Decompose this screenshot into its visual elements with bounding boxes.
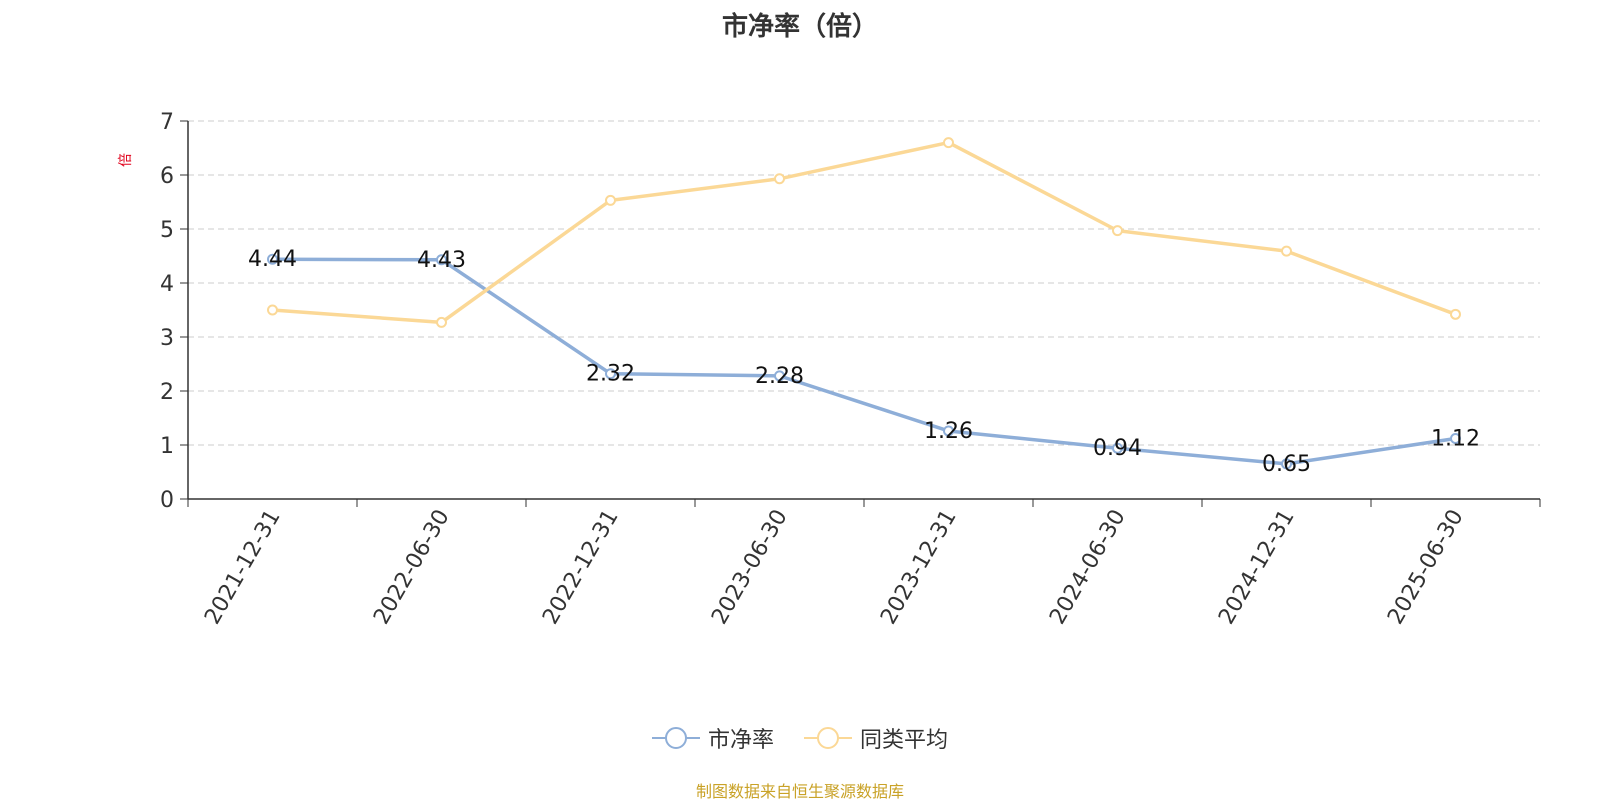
y-tick-label: 4 — [160, 272, 174, 297]
data-point-series-1 — [436, 316, 447, 328]
data-point-series-0 — [1281, 458, 1292, 470]
x-tick-label: 2025-06-30 — [1383, 506, 1469, 629]
data-point-series-0 — [774, 370, 785, 382]
data-label-series-0: 2.32 — [586, 362, 635, 387]
data-label-series-0: 4.43 — [417, 248, 466, 273]
data-point-series-0 — [1112, 442, 1123, 454]
x-tick-label: 2023-12-31 — [876, 506, 962, 629]
data-point-series-1 — [1112, 225, 1123, 237]
x-tick-label: 2022-12-31 — [538, 506, 624, 629]
data-point-series-1 — [267, 304, 278, 316]
data-label-series-0: 1.12 — [1431, 427, 1480, 452]
data-point-series-0 — [1450, 433, 1461, 445]
legend-label-series-0: 市净率 — [707, 728, 774, 753]
data-point-series-0 — [943, 425, 954, 437]
y-tick-label: 6 — [160, 164, 174, 189]
data-point-series-0 — [436, 254, 447, 266]
legend: 市净率 同类平均 — [0, 722, 1600, 754]
data-point-series-1 — [605, 194, 616, 206]
data-point-series-1 — [1281, 245, 1292, 257]
data-point-series-1 — [943, 137, 954, 149]
legend-item-series-1[interactable]: 同类平均 — [804, 722, 948, 754]
x-tick-label: 2024-06-30 — [1045, 506, 1131, 629]
data-label-series-0: 4.44 — [248, 247, 297, 272]
data-point-series-1 — [1450, 308, 1461, 320]
legend-swatch-series-1 — [804, 727, 852, 749]
data-label-series-0: 0.94 — [1093, 436, 1142, 461]
legend-swatch-series-0 — [651, 727, 700, 749]
y-tick-label: 1 — [160, 434, 174, 459]
data-label-series-0: 1.26 — [924, 419, 973, 444]
data-point-series-0 — [605, 368, 616, 380]
x-tick-label: 2021-12-31 — [200, 506, 286, 629]
data-label-series-0: 0.65 — [1262, 452, 1311, 477]
source-note: 制图数据来自恒生聚源数据库 — [695, 782, 904, 801]
legend-label-series-1: 同类平均 — [860, 728, 949, 753]
y-tick-label: 0 — [160, 488, 174, 513]
x-tick-label: 2023-06-30 — [707, 506, 793, 629]
data-point-series-0 — [267, 253, 278, 265]
data-point-series-1 — [774, 173, 785, 185]
legend-item-series-0[interactable]: 市净率 — [651, 722, 774, 754]
plot-area: 0 1 2 3 4 5 6 7 2021-12-31 2022-06-30 2022-12-31 20… — [160, 110, 1541, 629]
data-label-series-0: 2.28 — [755, 364, 804, 389]
chart-title: 市净率（倍） — [721, 12, 878, 42]
y-tick-label: 5 — [160, 218, 174, 243]
series-line-0 — [272, 257, 1456, 466]
series-line-1 — [272, 140, 1457, 325]
y-tick-label: 2 — [160, 380, 174, 405]
x-tick-label: 2022-06-30 — [369, 506, 455, 629]
y-tick-label: 3 — [160, 326, 174, 351]
y-tick-label: 7 — [160, 110, 174, 135]
x-tick-label: 2024-12-31 — [1214, 506, 1300, 629]
